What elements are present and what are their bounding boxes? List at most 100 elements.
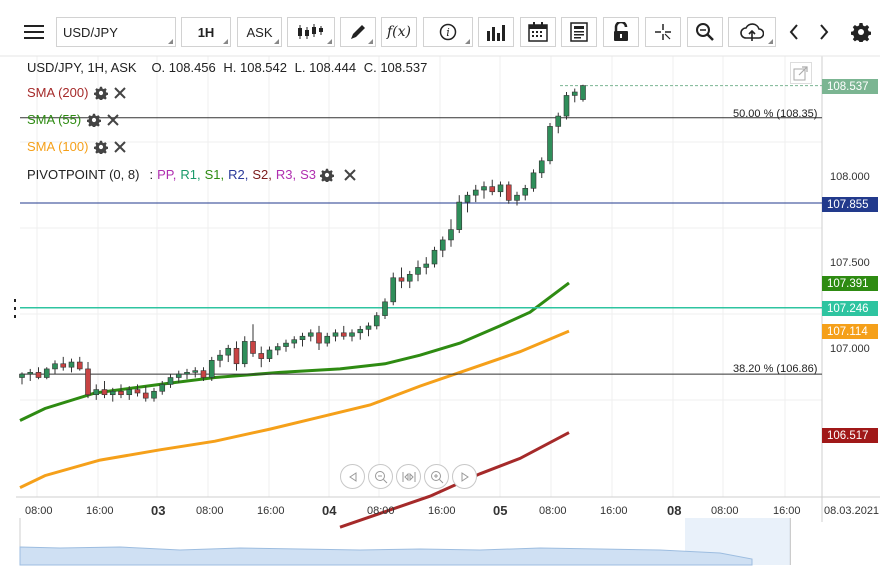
candle-down bbox=[200, 370, 207, 378]
instrument-label: USD/JPY, 1H, ASK bbox=[27, 60, 137, 75]
time-axis-label: 08:00 bbox=[196, 505, 224, 517]
symbol-select[interactable]: USD/JPY bbox=[56, 17, 176, 47]
sma-200-settings-button[interactable] bbox=[94, 86, 109, 100]
candle-up bbox=[283, 342, 289, 347]
candle-up bbox=[175, 373, 182, 378]
candle-up bbox=[291, 339, 298, 344]
candle-up bbox=[43, 368, 50, 378]
sma-200-remove-button[interactable] bbox=[114, 86, 127, 99]
crosshair-button[interactable] bbox=[645, 17, 681, 47]
pivot-item-s2: S2, bbox=[252, 167, 272, 182]
time-axis-label: 16:00 bbox=[773, 505, 801, 517]
gear-icon bbox=[94, 140, 109, 154]
gear-icon bbox=[851, 23, 871, 42]
gear-icon bbox=[87, 113, 102, 127]
lock-icon bbox=[614, 22, 628, 41]
candle-down bbox=[60, 363, 67, 368]
sma-55-remove-button[interactable] bbox=[107, 113, 119, 126]
settings-button[interactable] bbox=[846, 17, 876, 47]
price-axis-label: 108.000 bbox=[830, 171, 870, 183]
candle-up bbox=[382, 301, 388, 316]
chart-toolbar: USD/JPY 1H ASK f(x) i bbox=[0, 0, 883, 52]
time-axis-label: 04 bbox=[322, 503, 337, 518]
pane-resize-handle[interactable] bbox=[13, 299, 17, 319]
timeframe-select[interactable]: 1H bbox=[181, 17, 231, 47]
calendar-icon bbox=[528, 22, 548, 42]
chevron-left-icon bbox=[789, 24, 798, 40]
candle-down bbox=[258, 353, 265, 359]
nav-left-button[interactable] bbox=[340, 464, 365, 489]
chart-type-button[interactable] bbox=[287, 17, 335, 47]
volume-button[interactable] bbox=[478, 17, 514, 47]
candle-down bbox=[233, 347, 240, 365]
candle-up bbox=[93, 389, 100, 396]
zoom-button[interactable] bbox=[687, 17, 723, 47]
r1-price-tag: 107.855 bbox=[822, 197, 878, 212]
candle-up bbox=[464, 194, 471, 203]
menu-button[interactable] bbox=[16, 17, 52, 47]
news-button[interactable] bbox=[561, 17, 597, 47]
candle-up bbox=[349, 332, 355, 337]
expand-icon bbox=[793, 66, 808, 81]
candle-up bbox=[373, 315, 380, 327]
lock-button[interactable] bbox=[603, 17, 639, 47]
price-type-select[interactable]: ASK bbox=[237, 17, 282, 47]
candle-up bbox=[167, 377, 174, 385]
candle-down bbox=[35, 372, 42, 378]
scroll-right-button[interactable] bbox=[810, 17, 838, 47]
candle-up bbox=[481, 186, 487, 191]
time-axis-label: 03 bbox=[151, 503, 166, 518]
info-button[interactable]: i bbox=[423, 17, 473, 47]
pivot-settings-button[interactable] bbox=[320, 168, 334, 182]
candle-up bbox=[530, 172, 537, 189]
nav-zoom-in-button[interactable] bbox=[424, 464, 449, 489]
time-axis-label: 08:00 bbox=[711, 505, 739, 517]
cloud-upload-icon bbox=[740, 23, 764, 41]
time-axis-label: 16:00 bbox=[257, 505, 285, 517]
nav-reset-button[interactable] bbox=[396, 464, 421, 489]
candle-up bbox=[522, 188, 529, 196]
low-value: L. 108.444 bbox=[294, 60, 357, 75]
candle-up bbox=[217, 354, 223, 361]
candle-up bbox=[472, 189, 479, 196]
candle-down bbox=[134, 389, 141, 394]
drawing-tools-button[interactable] bbox=[340, 17, 376, 47]
candle-up bbox=[390, 277, 397, 303]
sma-100-price-tag: 107.114 bbox=[822, 324, 878, 339]
upload-button[interactable] bbox=[728, 17, 776, 47]
time-axis-label: 08 bbox=[667, 503, 682, 518]
candle-up bbox=[307, 332, 314, 337]
pp-price-tag: 107.246 bbox=[822, 301, 878, 316]
candle-up bbox=[126, 389, 133, 396]
sma-55-settings-button[interactable] bbox=[87, 113, 102, 127]
close-icon bbox=[114, 140, 127, 153]
candlestick-icon bbox=[298, 24, 323, 39]
close-icon bbox=[107, 113, 119, 126]
candle-up bbox=[497, 184, 504, 193]
candle-down bbox=[398, 277, 405, 282]
gear-icon bbox=[94, 86, 109, 100]
time-axis-label: 08.03.2021 bbox=[824, 505, 880, 517]
close-icon bbox=[344, 168, 356, 181]
legend-sma-100: SMA (100) bbox=[27, 139, 127, 154]
scroll-left-button[interactable] bbox=[780, 17, 808, 47]
time-axis-label: 16:00 bbox=[86, 505, 114, 517]
candle-up bbox=[68, 361, 75, 368]
sma-100-line bbox=[19, 329, 570, 489]
candle-up bbox=[415, 267, 421, 275]
fib-38-label: 38.20 % (106.86) bbox=[733, 363, 818, 375]
price-chart[interactable] bbox=[0, 52, 883, 577]
sma-100-remove-button[interactable] bbox=[114, 140, 127, 153]
candle-up bbox=[159, 384, 166, 392]
candle-up bbox=[514, 194, 520, 201]
nav-right-button[interactable] bbox=[452, 464, 477, 489]
close-icon bbox=[114, 86, 127, 99]
pivot-remove-button[interactable] bbox=[344, 168, 356, 181]
sma-100-settings-button[interactable] bbox=[94, 140, 109, 154]
calendar-button[interactable] bbox=[520, 17, 556, 47]
nav-zoom-out-button[interactable] bbox=[368, 464, 393, 489]
menu-icon bbox=[24, 25, 44, 39]
indicators-button[interactable]: f(x) bbox=[381, 17, 417, 47]
candle-up bbox=[274, 346, 281, 351]
expand-button[interactable] bbox=[790, 62, 812, 84]
